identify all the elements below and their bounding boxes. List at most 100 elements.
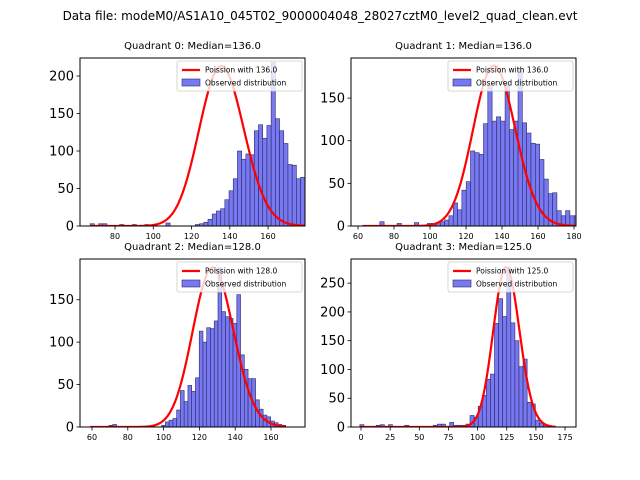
histogram-bar: [569, 215, 575, 226]
legend-label-poisson: Poission with 136.0: [476, 66, 549, 75]
histogram-bar: [168, 419, 174, 427]
legend: Poission with 128.0 Observed distribution: [176, 261, 303, 293]
legend-box: [176, 60, 303, 92]
histogram-bar: [322, 217, 326, 226]
x-tick-label: 50: [414, 433, 424, 442]
histogram-bar: [191, 391, 196, 427]
histogram-bar: [470, 150, 476, 226]
histogram-bar: [211, 213, 217, 226]
x-tick-label: 140: [494, 232, 509, 241]
x-tick-label: 80: [389, 232, 399, 241]
histogram-bar: [180, 390, 185, 427]
y-tick-label: 150: [49, 293, 74, 308]
histogram-bar: [518, 366, 524, 427]
x-tick-label: 100: [146, 232, 161, 241]
histogram-bar: [539, 159, 545, 226]
y-tick-label: 200: [49, 70, 74, 85]
histogram-bar: [202, 341, 208, 427]
x-tick-label: 80: [110, 232, 120, 241]
histogram-bar: [232, 178, 238, 226]
x-tick-label: 140: [228, 433, 243, 442]
histogram-bar: [176, 409, 181, 427]
histogram-bar: [444, 219, 450, 226]
histogram-bar: [258, 124, 264, 226]
histogram-bar: [330, 221, 334, 226]
histogram-bar: [461, 189, 467, 226]
y-tick-label: 0: [337, 421, 345, 436]
histogram-bar: [225, 316, 230, 427]
histogram-bar: [207, 218, 213, 226]
histogram-bar: [313, 212, 317, 226]
legend-bar-swatch: [181, 78, 201, 87]
histogram-bar: [448, 215, 454, 226]
y-tick-label: 100: [320, 134, 345, 149]
y-tick-label: 150: [320, 334, 345, 349]
histogram-bar: [552, 192, 558, 226]
plot-area: [90, 266, 286, 427]
histogram-bar: [275, 118, 280, 226]
axes-frame: [350, 258, 577, 428]
histogram-bar: [165, 222, 171, 226]
histogram-bar: [498, 298, 503, 427]
histogram-bar: [565, 210, 571, 226]
histogram-bar: [102, 223, 108, 226]
x-tick-label: 150: [528, 433, 543, 442]
x-tick-label: 160: [263, 433, 278, 442]
legend-label-poisson: Poission with 125.0: [476, 267, 549, 276]
histogram-bar: [228, 190, 234, 226]
panel-title: Quadrant 2: Median=128.0: [124, 242, 261, 253]
histogram-bar: [247, 378, 253, 427]
y-tick-label: 0: [66, 421, 74, 436]
x-tick-label: 100: [470, 433, 485, 442]
legend-label-observed: Observed distribution: [476, 280, 557, 289]
legend-label-observed: Observed distribution: [205, 79, 286, 88]
axes-frame: [79, 57, 306, 227]
axes-frame: [350, 57, 577, 227]
histogram-bar: [245, 153, 251, 226]
plot-area: [362, 64, 576, 226]
histogram-bar: [490, 373, 495, 427]
histogram-bar: [187, 385, 192, 427]
histogram-bar: [414, 222, 419, 226]
y-tick-label: 50: [328, 392, 345, 407]
figure-suptitle: Data file: modeM0/AS1A10_045T02_90000040…: [62, 9, 578, 23]
x-tick-label: 60: [87, 433, 97, 442]
y-tick-label: 150: [320, 92, 345, 107]
histogram-bar: [379, 424, 385, 427]
histogram-bar: [221, 311, 226, 427]
histogram-bar: [241, 158, 247, 226]
histogram-bar: [262, 137, 268, 226]
quadrant-1-panel: Quadrant 1: Median=136.0 60 80 100 120 140 160…: [320, 41, 581, 241]
x-tick-label: 100: [422, 232, 437, 241]
y-tick-label: 150: [49, 107, 74, 122]
x-tick-label: 120: [184, 232, 199, 241]
legend-label-observed: Observed distribution: [205, 280, 286, 289]
histogram-bar: [502, 316, 508, 427]
panel-title: Quadrant 3: Median=125.0: [395, 242, 532, 253]
legend-box: [447, 60, 574, 92]
x-tick-label: 75: [443, 433, 453, 442]
histogram-bar: [228, 318, 234, 427]
histogram-bar: [279, 130, 285, 226]
x-tick-label: 120: [458, 232, 473, 241]
x-tick-label: 180: [566, 232, 581, 241]
histogram-bar: [478, 154, 484, 226]
panel-title: Quadrant 0: Median=136.0: [124, 41, 261, 52]
histogram-bar: [237, 150, 242, 226]
histogram-bar: [203, 221, 209, 226]
x-tick-label: 120: [192, 433, 207, 442]
histogram-bar: [287, 164, 293, 226]
y-tick-label: 200: [320, 305, 345, 320]
histogram-bar: [530, 142, 536, 226]
histogram-bar: [439, 221, 445, 226]
legend-bar-swatch: [452, 78, 472, 87]
histogram-bar: [291, 164, 297, 226]
poisson-curve: [90, 266, 286, 427]
histogram-bar: [535, 143, 540, 226]
histogram-bar: [300, 176, 305, 226]
y-tick-label: 100: [49, 145, 74, 160]
x-tick-label: 60: [353, 232, 363, 241]
y-tick-label: 50: [57, 182, 74, 197]
histogram-bar: [296, 178, 301, 226]
